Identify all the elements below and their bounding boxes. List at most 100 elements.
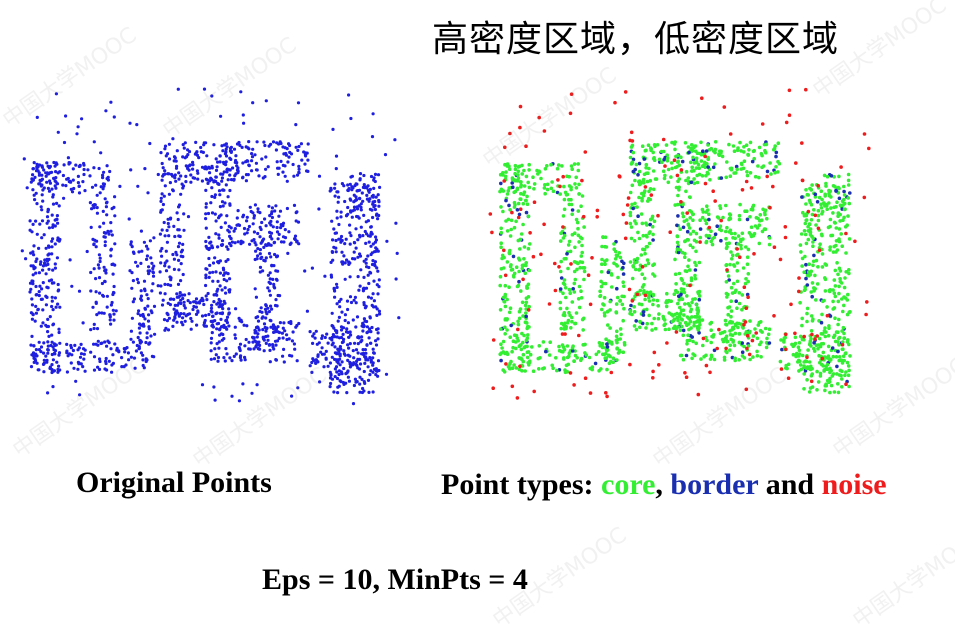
original-point (31, 167, 35, 171)
core-point (613, 249, 618, 254)
core-point (827, 201, 831, 205)
original-point (39, 297, 44, 301)
noise-point (708, 370, 712, 375)
core-point (581, 328, 585, 332)
core-point (727, 142, 731, 147)
core-point (688, 338, 692, 343)
noise-point (613, 100, 617, 105)
original-point (243, 344, 247, 348)
original-point (39, 205, 43, 209)
core-point (678, 328, 683, 333)
original-point (173, 176, 177, 180)
original-point (311, 341, 315, 345)
original-point (112, 312, 116, 316)
original-point (195, 169, 199, 173)
core-point (499, 267, 504, 271)
original-point (41, 308, 45, 312)
core-point (518, 247, 522, 251)
core-point (726, 292, 730, 297)
original-point (91, 237, 95, 241)
core-point (574, 217, 579, 222)
noise-point (745, 333, 750, 338)
core-point (514, 265, 519, 270)
original-point (374, 249, 378, 253)
original-point (210, 94, 214, 98)
core-point (582, 277, 586, 282)
border-point (620, 259, 624, 264)
core-point (838, 219, 842, 223)
original-point (283, 228, 287, 232)
original-point (342, 254, 346, 258)
core-point (809, 290, 813, 294)
noise-point (728, 132, 733, 136)
core-point (666, 180, 671, 185)
noise-point (628, 362, 632, 367)
core-point (650, 321, 654, 326)
original-point (204, 205, 208, 209)
original-point (200, 179, 204, 183)
original-point (50, 363, 54, 367)
original-point (56, 302, 60, 306)
noise-point (771, 184, 775, 189)
core-point (776, 159, 780, 164)
core-point (837, 237, 841, 241)
original-point (146, 191, 150, 195)
original-point (233, 325, 237, 329)
core-point (527, 185, 532, 190)
core-point (725, 225, 729, 230)
core-point (741, 326, 745, 330)
core-point (831, 354, 836, 359)
original-point (378, 312, 382, 316)
core-point (753, 174, 758, 179)
original-point (276, 237, 280, 241)
border-point (593, 361, 598, 366)
point-types-caption: Point types: core, border and noise (441, 468, 887, 502)
noise-point (825, 313, 830, 318)
original-point (351, 402, 356, 406)
original-point (375, 313, 379, 317)
noise-point (745, 346, 749, 351)
core-point (808, 341, 812, 345)
original-point (168, 181, 172, 185)
original-point (340, 182, 344, 186)
original-point (339, 234, 344, 239)
core-point (567, 184, 572, 188)
core-point (570, 319, 574, 324)
original-point (165, 259, 169, 263)
core-point (675, 247, 680, 251)
original-point (89, 270, 93, 275)
noise-point (724, 346, 728, 351)
core-point (516, 283, 521, 288)
original-point (51, 358, 56, 362)
core-point (809, 364, 813, 369)
original-point (278, 294, 282, 298)
core-point (706, 143, 710, 147)
original-point (343, 242, 347, 246)
original-point (34, 352, 38, 356)
core-point (559, 239, 563, 243)
core-point (504, 351, 509, 356)
core-point (651, 298, 656, 302)
original-point (104, 271, 108, 275)
original-point (137, 250, 141, 254)
original-point (338, 305, 342, 309)
original-point (199, 150, 203, 154)
core-point (698, 318, 702, 322)
border-point (730, 355, 735, 360)
original-point (55, 256, 60, 260)
original-point (204, 276, 208, 280)
core-point (825, 207, 829, 211)
core-point (649, 147, 653, 151)
core-point (837, 343, 841, 347)
core-point (621, 350, 626, 355)
core-point (645, 244, 649, 249)
core-point (561, 313, 566, 317)
original-point (91, 305, 95, 309)
core-point (657, 312, 661, 316)
original-point (165, 228, 169, 232)
border-point (681, 225, 686, 230)
core-point (809, 202, 814, 207)
original-point (335, 331, 339, 335)
original-point (359, 340, 363, 344)
core-point (516, 201, 521, 206)
